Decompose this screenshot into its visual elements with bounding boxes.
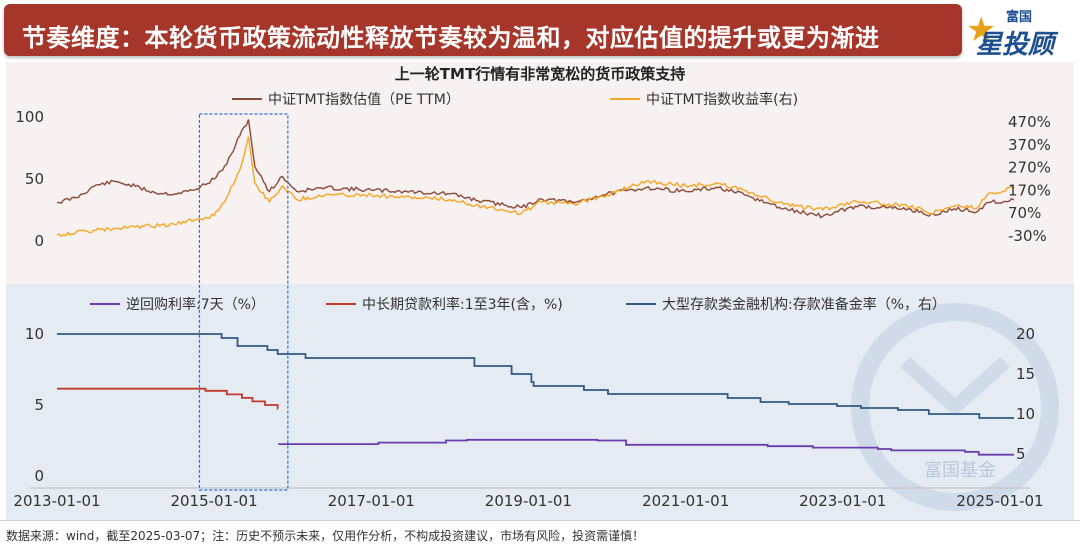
x-tick-label: 2015-01-01 xyxy=(170,492,257,510)
top-left-tick-label: 0 xyxy=(34,232,44,250)
top-right-tick-label: 170% xyxy=(1008,181,1051,199)
brand-logo: ★ 富国 星投顾 xyxy=(966,4,1076,60)
series-pe-ttm-line xyxy=(57,119,1015,219)
top-right-tick-label: 70% xyxy=(1008,204,1041,222)
top-right-tick-label: 470% xyxy=(1008,113,1051,131)
logo-top-text: 富国 xyxy=(1006,10,1033,25)
watermark-mark xyxy=(900,356,1010,417)
chart-area: 富国基金 0 50 100 -30% 70% 170% 270% 370% 470% 0 5 10 5 1… xyxy=(0,62,1080,520)
legend-label-repo: 逆回购利率:7天（%） xyxy=(126,296,265,313)
series-rrr-line xyxy=(57,333,1014,419)
series-tmt-return-line xyxy=(56,136,1015,238)
legend-label-pe: 中证TMT指数估值（PE TTM） xyxy=(268,92,460,108)
top-right-tick-label: 270% xyxy=(1008,159,1051,177)
star-icon: ★ xyxy=(966,10,997,50)
top-left-tick-label: 50 xyxy=(25,170,44,188)
legend-label-rrr: 大型存款类金融机构:存款准备金率（%，右） xyxy=(662,296,946,313)
bottom-left-tick-label: 5 xyxy=(34,396,44,414)
bottom-right-tick-label: 10 xyxy=(1016,405,1035,423)
bottom-right-tick-label: 20 xyxy=(1016,325,1035,343)
banner-bar: 节奏维度：本轮货币政策流动性释放节奏较为温和，对应估值的提升或更为渐进 xyxy=(4,4,962,56)
top-right-tick-label: -30% xyxy=(1008,227,1047,245)
x-tick-label: 2013-01-01 xyxy=(13,492,100,510)
page-title: 节奏维度：本轮货币政策流动性释放节奏较为温和，对应估值的提升或更为渐进 xyxy=(22,24,880,52)
bottom-right-tick-label: 5 xyxy=(1016,445,1026,463)
top-left-tick-label: 100 xyxy=(15,108,44,126)
source-note: 数据来源：wind，截至2025-03-07；注：历史不预示未来，仅用作分析，不… xyxy=(6,529,645,543)
bottom-left-tick-label: 0 xyxy=(34,467,44,485)
footer-divider xyxy=(0,520,1080,521)
top-panel-bg xyxy=(6,62,1074,284)
x-tick-label: 2021-01-01 xyxy=(642,492,729,510)
series-loan-rate-line xyxy=(57,387,279,410)
legend-label-loan: 中长期贷款利率:1至3年(含，%) xyxy=(362,296,563,313)
x-tick-label: 2019-01-01 xyxy=(485,492,572,510)
chart-svg: 富国基金 0 50 100 -30% 70% 170% 270% 370% 470% 0 5 10 5 1… xyxy=(6,62,1074,520)
x-tick-label: 2017-01-01 xyxy=(328,492,415,510)
watermark-text: 富国基金 xyxy=(924,460,996,481)
bottom-right-tick-label: 15 xyxy=(1016,365,1035,383)
highlight-period-box xyxy=(198,113,289,491)
legend-label-return: 中证TMT指数收益率(右) xyxy=(646,91,798,108)
logo-main-text: 星投顾 xyxy=(976,30,1055,60)
header-banner: 节奏维度：本轮货币政策流动性释放节奏较为温和，对应估值的提升或更为渐进 ★ 富国… xyxy=(0,0,1080,62)
watermark-ring xyxy=(851,303,1059,511)
top-right-tick-label: 370% xyxy=(1008,136,1051,154)
x-tick-label: 2025-01-01 xyxy=(956,492,1043,510)
series-reverse-repo-line xyxy=(278,438,1014,456)
x-tick-label: 2023-01-01 xyxy=(799,492,886,510)
chart-title: 上一轮TMT行情有非常宽松的货币政策支持 xyxy=(394,65,686,83)
bottom-left-tick-label: 10 xyxy=(25,325,44,343)
